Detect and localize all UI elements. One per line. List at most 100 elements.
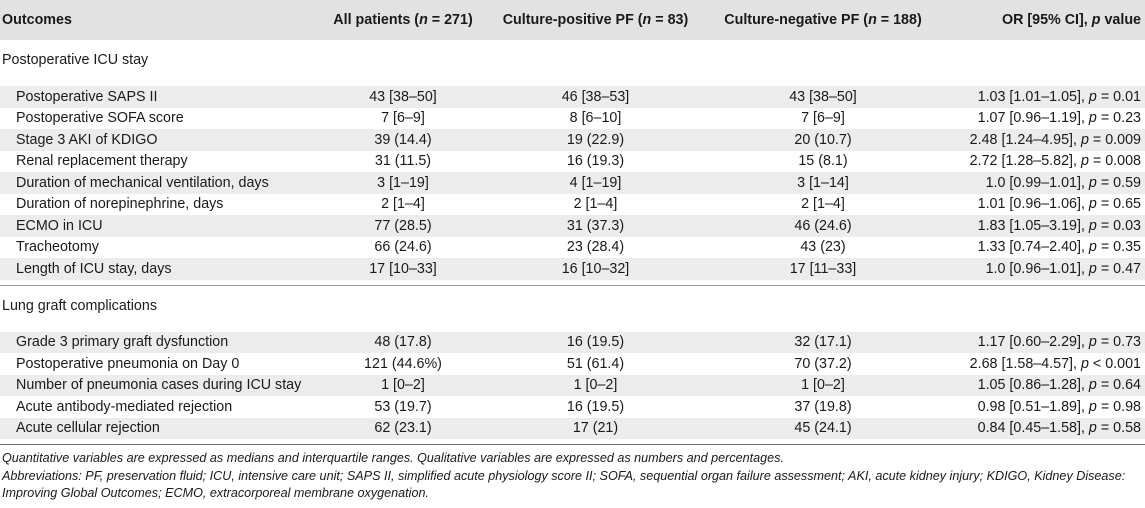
- outcome-label: Tracheotomy: [16, 239, 99, 256]
- all-patients-value: 1 [0–2]: [318, 374, 488, 396]
- p-symbol: p: [1088, 88, 1097, 105]
- p-value: = 0.01: [1096, 88, 1141, 105]
- or-ci-text: 1.0 [0.96–1.01],: [985, 260, 1089, 277]
- culture-negative-value: 32 (17.1): [703, 331, 943, 353]
- outcome-label: Acute cellular rejection: [0, 417, 318, 439]
- all-patients-value: 48 (17.8): [318, 331, 488, 353]
- p-symbol: p: [1088, 420, 1097, 437]
- all-patients-value: 39 (14.4): [318, 129, 488, 151]
- culture-negative-value: 2 [1–4]: [801, 196, 845, 213]
- table-row: Duration of norepinephrine, days 2 [1–4] 2…: [0, 194, 1145, 216]
- outcome-label: Duration of norepinephrine, days: [16, 196, 224, 213]
- culture-negative-value: 37 (19.8): [794, 398, 852, 415]
- culture-positive-value: 16 (19.5): [488, 331, 703, 353]
- table-row: Tracheotomy 66 (24.6) 23 (28.4) 43 (23) 1.33…: [0, 237, 1145, 259]
- table-row: Duration of mechanical ventilation, days…: [0, 172, 1145, 194]
- or-ci-text: 1.83 [1.05–3.19],: [977, 217, 1089, 234]
- p-value: = 0.65: [1096, 196, 1141, 213]
- outcome-label: Grade 3 primary graft dysfunction: [0, 331, 318, 353]
- p-symbol: p: [1088, 398, 1097, 415]
- table-body: Postoperative ICU stay Postoperative SAPS…: [0, 40, 1145, 445]
- culture-negative-value: 3 [1–14]: [703, 172, 943, 194]
- p-value: = 0.008: [1088, 153, 1141, 170]
- or-ci-text: 0.84 [0.45–1.58],: [977, 420, 1089, 437]
- outcome-label: Postoperative SAPS II: [0, 86, 318, 108]
- culture-positive-value: 51 (61.4): [566, 355, 625, 372]
- culture-positive-value: 31 (37.3): [488, 215, 703, 237]
- culture-negative-value: 15 (8.1): [798, 153, 848, 170]
- p-value: = 0.64: [1096, 377, 1141, 394]
- p-symbol: p: [1080, 131, 1089, 148]
- header-culture-negative: Culture-negative PF (n = 188): [703, 0, 943, 40]
- or-ci-value: 1.01 [0.96–1.06], p = 0.65: [943, 194, 1145, 216]
- or-ci-value: 1.03 [1.01–1.05], p = 0.01: [943, 86, 1145, 108]
- or-ci-text: 1.17 [0.60–2.29],: [977, 334, 1089, 351]
- header-outcomes: Outcomes: [0, 0, 318, 40]
- or-ci-text: 2.48 [1.24–4.95],: [969, 131, 1081, 148]
- culture-positive-value: 2 [1–4]: [573, 196, 618, 213]
- or-ci-text: 2.72 [1.28–5.82],: [969, 153, 1081, 170]
- section-end-spacer: [0, 439, 1145, 445]
- culture-negative-value: 45 (24.1): [703, 417, 943, 439]
- culture-positive-value: 23 (28.4): [566, 239, 625, 256]
- p-value: = 0.35: [1096, 239, 1141, 256]
- culture-positive-value: 46 [38–53]: [488, 86, 703, 108]
- or-ci-value: 2.72 [1.28–5.82], p = 0.008: [943, 151, 1145, 173]
- outcome-label: Number of pneumonia cases during ICU sta…: [0, 374, 318, 396]
- outcome-label: Renal replacement therapy: [16, 153, 188, 170]
- outcome-label: Length of ICU stay, days: [0, 258, 318, 280]
- all-patients-value: 77 (28.5): [318, 215, 488, 237]
- header-or-value: value: [1100, 12, 1141, 28]
- table-row: ECMO in ICU 77 (28.5) 31 (37.3) 46 (24.6) 1.…: [0, 215, 1145, 237]
- or-ci-text: 1.01 [0.96–1.06],: [977, 196, 1089, 213]
- p-value: = 0.03: [1096, 217, 1141, 234]
- table-row: Grade 3 primary graft dysfunction 48 (17.…: [0, 331, 1145, 353]
- table-row: Acute cellular rejection 62 (23.1) 17 (21)…: [0, 417, 1145, 439]
- culture-positive-value: 16 [10–32]: [488, 258, 703, 280]
- or-ci-value: 2.68 [1.58–4.57], p < 0.001: [943, 353, 1145, 375]
- table-row: Postoperative SOFA score 7 [6–9] 8 [6–10] 7…: [0, 108, 1145, 130]
- table-footnotes: Quantitative variables are expressed as …: [2, 450, 1142, 503]
- p-symbol: p: [1080, 153, 1089, 170]
- p-symbol: p: [1088, 174, 1097, 191]
- or-ci-text: 1.03 [1.01–1.05],: [977, 88, 1089, 105]
- culture-positive-value: 16 (19.5): [566, 398, 625, 415]
- or-ci-value: 1.17 [0.60–2.29], p = 0.73: [943, 331, 1145, 353]
- header-all-count: = 271): [427, 12, 473, 28]
- header-or-p: p: [1091, 12, 1101, 28]
- p-value: = 0.47: [1096, 260, 1141, 277]
- header-all-patients: All patients (n = 271): [318, 0, 488, 40]
- or-ci-value: 1.33 [0.74–2.40], p = 0.35: [943, 237, 1145, 259]
- or-ci-text: 1.07 [0.96–1.19],: [977, 110, 1089, 127]
- outcome-label: Acute antibody-mediated rejection: [16, 398, 233, 415]
- p-symbol: p: [1088, 110, 1097, 127]
- p-symbol: p: [1088, 377, 1097, 394]
- all-patients-value: 2 [1–4]: [381, 196, 425, 213]
- all-patients-value: 7 [6–9]: [381, 110, 425, 127]
- p-symbol: p: [1088, 196, 1097, 213]
- all-patients-value: 66 (24.6): [374, 239, 432, 256]
- culture-positive-value: 19 (22.9): [488, 129, 703, 151]
- culture-negative-value: 1 [0–2]: [703, 374, 943, 396]
- spacer-cell: [0, 439, 1145, 445]
- table-row: Length of ICU stay, days 17 [10–33] 16 [10…: [0, 258, 1145, 280]
- header-neg-n: n: [868, 12, 877, 28]
- culture-negative-value: 20 (10.7): [703, 129, 943, 151]
- section-header-row: Postoperative ICU stay: [0, 40, 1145, 80]
- outcomes-table: Outcomes All patients (n = 271) Culture-…: [0, 0, 1145, 445]
- all-patients-value: 17 [10–33]: [318, 258, 488, 280]
- footnote-quantitative: Quantitative variables are expressed as …: [2, 451, 784, 465]
- culture-positive-value: 16 (19.3): [566, 153, 625, 170]
- outcome-label: Stage 3 AKI of KDIGO: [0, 129, 318, 151]
- culture-negative-value: 7 [6–9]: [801, 110, 845, 127]
- all-patients-value: 3 [1–19]: [318, 172, 488, 194]
- p-value: = 0.59: [1096, 174, 1141, 191]
- p-value: = 0.73: [1096, 334, 1141, 351]
- p-value: < 0.001: [1088, 355, 1141, 372]
- or-ci-value: 1.05 [0.86–1.28], p = 0.64: [943, 374, 1145, 396]
- or-ci-value: 0.98 [0.51–1.89], p = 0.98: [943, 396, 1145, 418]
- header-neg-count: = 188): [876, 12, 922, 28]
- culture-negative-value: 17 [11–33]: [703, 258, 943, 280]
- outcome-label: ECMO in ICU: [0, 215, 318, 237]
